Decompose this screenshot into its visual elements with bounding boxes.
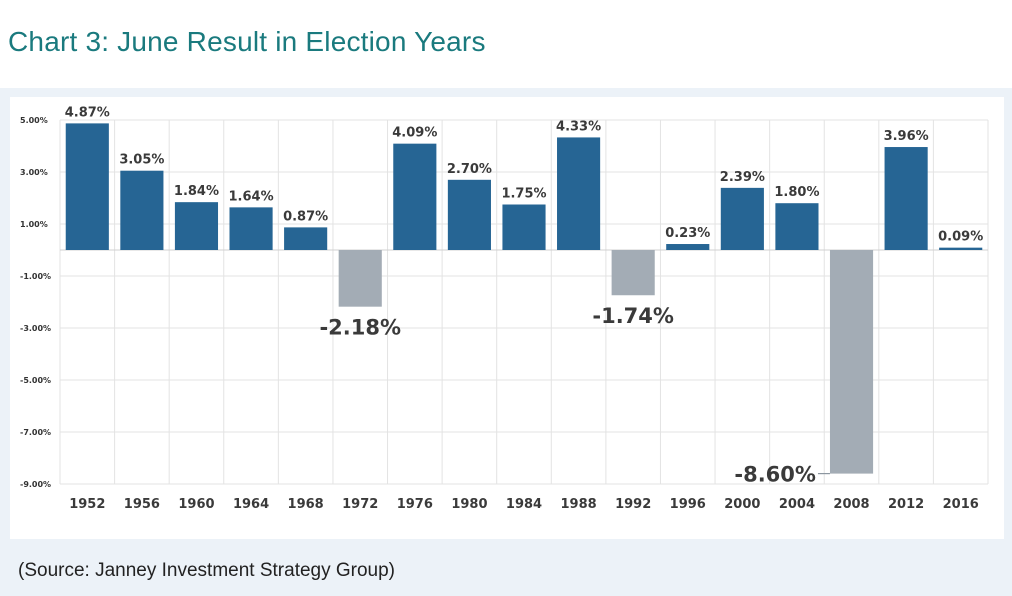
x-tick-label: 1976 (397, 497, 433, 512)
bar-2004 (775, 203, 819, 250)
bar-1992 (611, 250, 655, 296)
x-tick-label: 1960 (178, 497, 214, 512)
x-tick-label: 1968 (288, 497, 324, 512)
x-tick-label: 1972 (342, 497, 378, 512)
y-tick-label: 1.00% (20, 220, 48, 229)
data-label: 1.64% (229, 189, 274, 204)
bar-1968 (284, 227, 328, 250)
x-tick-label: 1988 (560, 497, 596, 512)
data-label: 4.09% (392, 126, 437, 141)
y-tick-label: -9.00% (20, 480, 51, 489)
page-title: Chart 3: June Result in Election Years (8, 26, 486, 57)
x-tick-label: 1992 (615, 497, 651, 512)
bar-1984 (502, 204, 546, 250)
data-label: -2.18% (319, 316, 401, 340)
data-label: 1.84% (174, 184, 219, 199)
y-tick-label: -7.00% (20, 428, 51, 437)
bar-2016 (939, 247, 983, 250)
bar-chart: 5.00% 3.00% 1.00% -1.00% -3.00% -5.00% -7.00% -… (20, 105, 989, 512)
x-tick-label: 2004 (779, 497, 815, 512)
data-label: -8.60% (734, 463, 816, 487)
bar-1980 (447, 179, 491, 250)
bar-1960 (174, 202, 219, 250)
data-label: -1.74% (592, 304, 674, 328)
x-tick-label: 1996 (670, 497, 706, 512)
bar-1956 (120, 170, 164, 250)
bar-1996 (666, 244, 710, 250)
bar-2012 (884, 147, 928, 250)
y-tick-label: 3.00% (20, 168, 48, 177)
x-tick-label: 2008 (833, 497, 869, 512)
data-label: 0.09% (938, 230, 983, 245)
y-tick-label: 5.00% (20, 116, 48, 125)
data-label: 0.87% (283, 209, 328, 224)
bar-1976 (393, 143, 437, 250)
data-label: 2.39% (720, 170, 765, 185)
bar-1988 (557, 137, 601, 250)
chart-area: 5.00% 3.00% 1.00% -1.00% -3.00% -5.00% -7.00% -… (10, 97, 1004, 539)
bar-1964 (229, 207, 273, 250)
data-label: 3.05% (119, 153, 164, 168)
data-label: 3.96% (884, 129, 929, 144)
data-label: 2.70% (447, 162, 492, 177)
bar-1972 (338, 250, 382, 307)
x-tick-label: 2000 (724, 497, 760, 512)
bar-1952 (65, 123, 109, 250)
bar-2008 (829, 250, 874, 474)
source-note: (Source: Janney Investment Strategy Grou… (18, 560, 396, 581)
y-tick-label: -3.00% (20, 324, 51, 333)
x-tick-label: 1956 (124, 497, 160, 512)
x-tick-label: 1984 (506, 497, 542, 512)
x-tick-label: 2012 (888, 497, 924, 512)
data-label: 1.80% (774, 185, 819, 200)
data-label: 4.87% (65, 105, 110, 120)
y-tick-label: -1.00% (20, 272, 51, 281)
x-tick-label: 1980 (451, 497, 487, 512)
x-tick-label: 1952 (69, 497, 105, 512)
data-label: 0.23% (665, 226, 710, 241)
y-tick-label: -5.00% (20, 376, 51, 385)
data-label: 4.33% (556, 119, 601, 134)
bar-2000 (720, 187, 764, 250)
x-tick-label: 2016 (943, 497, 979, 512)
data-label: 1.75% (501, 187, 546, 202)
x-tick-label: 1964 (233, 497, 269, 512)
